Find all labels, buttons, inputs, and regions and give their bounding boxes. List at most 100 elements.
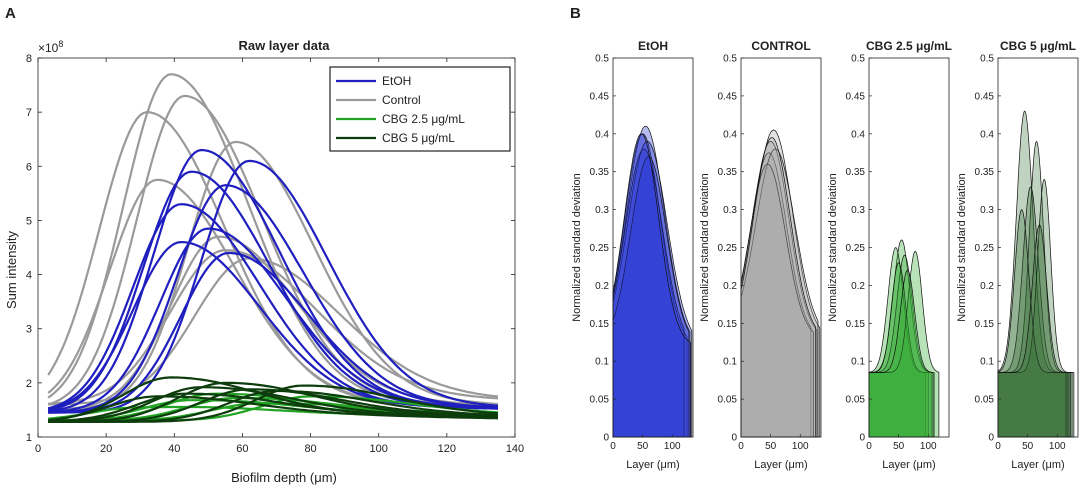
y-tick-label: 0.3 (595, 205, 609, 216)
y-tick-label: 0.05 (846, 395, 866, 406)
y-tick-label: 0 (731, 433, 737, 444)
y-tick-label: 0.5 (851, 54, 865, 65)
y-exponent: ×108 (38, 39, 63, 55)
x-tick-label: 20 (100, 443, 112, 455)
x-axis-label: Layer (μm) (882, 459, 935, 471)
x-axis-label: Biofilm depth (μm) (231, 470, 337, 485)
raw-layer-chart: Raw layer data ×108 0 20 40 60 80 100 120 14012… (4, 38, 524, 485)
y-tick-label: 3 (26, 324, 32, 336)
sd-panel-title: CBG 2.5 μg/mL (866, 39, 952, 53)
y-axis-label: Normalized standard deviation (827, 173, 839, 322)
series-line (47, 178, 498, 408)
series-line (48, 251, 499, 414)
y-tick-label: 0 (859, 433, 865, 444)
panel-a-label: A (5, 5, 16, 22)
y-tick-label: 5 (26, 215, 32, 227)
sd-area-curve (612, 156, 690, 438)
sd-area-curve (868, 262, 935, 438)
y-tick-label: 0.25 (718, 243, 738, 254)
series-line (48, 184, 499, 414)
sd-panel: CBG 5 μg/mL 0 0.05 0.1 0.15 0.2 0.25 0.3 0.35 0.4… (956, 39, 1079, 471)
y-tick-label: 0.1 (980, 357, 994, 368)
sd-area-curve (612, 133, 688, 438)
y-tick-label: 0.2 (851, 281, 865, 292)
y-tick-label: 0.2 (980, 281, 994, 292)
sd-area-curve (740, 148, 819, 438)
y-tick-label: 0.35 (718, 167, 738, 178)
y-tick-label: 0.25 (590, 243, 610, 254)
y-tick-label: 0.35 (590, 167, 610, 178)
sd-panel-title: CBG 5 μg/mL (1000, 39, 1076, 53)
y-axis-label: Normalized standard deviation (699, 173, 711, 322)
series-line (48, 227, 499, 414)
panel-b-label: B (570, 5, 581, 22)
sd-area-curve (868, 247, 926, 438)
y-exponent-power: 8 (58, 39, 63, 49)
y-tick-label: 2 (26, 378, 32, 390)
sd-area-curve (740, 129, 821, 438)
y-tick-label: 4 (26, 270, 32, 282)
x-tick-label: 80 (304, 443, 316, 455)
y-tick-label: 0.4 (980, 129, 994, 140)
x-tick-label: 50 (637, 441, 649, 452)
y-tick-label: 0.35 (975, 167, 995, 178)
x-tick-label: 0 (866, 441, 872, 452)
sd-area-curve (612, 125, 691, 438)
sd-area-curve (612, 133, 691, 438)
x-tick-label: 50 (1022, 441, 1034, 452)
sd-panel-title: EtOH (638, 39, 668, 53)
legend-label: EtOH (382, 74, 411, 88)
sd-panel: CONTROL 0 0.05 0.1 0.15 0.2 0.25 0.3 0.35 0.4 0.45… (699, 39, 822, 471)
normalized-sd-panels: EtOH 0 0.05 0.1 0.15 0.2 0.25 0.3 0.35 0.4 0.45 0.5… (571, 39, 1079, 471)
x-tick-label: 0 (610, 441, 616, 452)
legend-label: Control (382, 93, 421, 107)
y-tick-label: 0.05 (718, 395, 738, 406)
y-tick-label: 0 (603, 433, 609, 444)
y-tick-label: 0.15 (975, 319, 995, 330)
axis-ticks: 0 20 40 60 80 100 120 140 1 2 3 4 5 6 7 8 (26, 53, 524, 455)
line-series-group (47, 73, 499, 423)
y-tick-label: 0.1 (595, 357, 609, 368)
x-tick-label: 50 (893, 441, 905, 452)
x-tick-label: 0 (738, 441, 744, 452)
y-tick-label: 0.1 (851, 357, 865, 368)
y-tick-label: 0.35 (846, 167, 866, 178)
y-tick-label: 0.4 (851, 129, 865, 140)
y-tick-label: 0 (988, 433, 994, 444)
x-axis-label: Layer (μm) (754, 459, 807, 471)
legend-label: CBG 5 μg/mL (382, 131, 455, 145)
y-tick-label: 0.25 (975, 243, 995, 254)
series-line (48, 159, 499, 414)
y-axis-label: Normalized standard deviation (956, 173, 968, 322)
y-tick-label: 0.5 (595, 54, 609, 65)
series-line (48, 395, 499, 422)
y-tick-label: 0.3 (851, 205, 865, 216)
y-axis-label: Normalized standard deviation (571, 173, 583, 322)
y-tick-label: 0.2 (595, 281, 609, 292)
y-tick-label: 0.1 (723, 357, 737, 368)
y-tick-label: 1 (26, 432, 32, 444)
x-tick-label: 120 (438, 443, 456, 455)
y-tick-label: 0.4 (723, 129, 737, 140)
y-tick-label: 0.3 (723, 205, 737, 216)
x-tick-label: 40 (168, 443, 180, 455)
x-tick-label: 0 (35, 443, 41, 455)
y-tick-label: 0.45 (718, 91, 738, 102)
sd-panel: CBG 2.5 μg/mL 0 0.05 0.1 0.15 0.2 0.25 0.3 0.35 0… (827, 39, 952, 471)
sd-panel-title: CONTROL (751, 39, 810, 53)
x-tick-label: 100 (370, 443, 388, 455)
x-tick-label: 60 (236, 443, 248, 455)
sd-area-curve (868, 269, 934, 438)
sd-area-curve (997, 209, 1067, 438)
y-tick-label: 0.5 (723, 54, 737, 65)
series-line (48, 389, 499, 423)
x-tick-label: 100 (1049, 441, 1066, 452)
y-tick-label: 7 (26, 107, 32, 119)
sd-area-curve (740, 163, 814, 438)
sd-panel: EtOH 0 0.05 0.1 0.15 0.2 0.25 0.3 0.35 0.4 0.45 0.5… (571, 39, 694, 471)
x-tick-label: 100 (920, 441, 937, 452)
x-tick-label: 100 (664, 441, 681, 452)
y-tick-label: 8 (26, 53, 32, 65)
y-tick-label: 0.45 (590, 91, 610, 102)
sd-area-curve (740, 137, 817, 438)
